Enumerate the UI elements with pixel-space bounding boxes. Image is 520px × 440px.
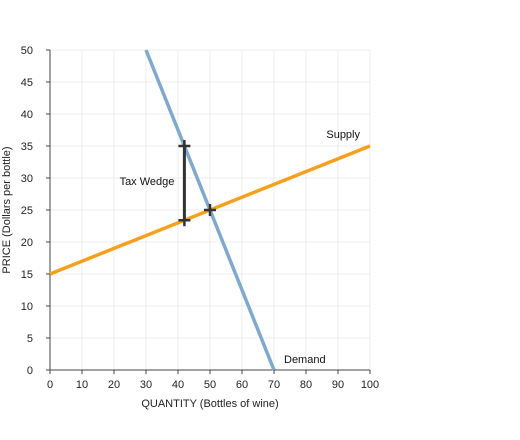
markers [178,140,216,227]
seller-price-marker [178,214,191,227]
x-tick-label: 60 [236,379,248,391]
x-tick-label: 50 [204,379,216,391]
y-tick-label: 45 [21,77,33,89]
supply-curve-label: Supply [326,129,360,141]
grid [50,49,371,370]
tax-wedge-label: Tax Wedge [120,176,175,188]
x-tick-label: 80 [300,379,312,391]
labels: Supply Demand Tax Wedge [120,129,361,366]
y-tick-label: 25 [21,205,33,217]
axes: 0 5 10 15 20 25 30 35 40 45 50 0 10 20 30 40 50 60 70 80 90 1… [21,45,379,391]
y-tick-label: 35 [21,141,33,153]
x-axis-title: QUANTITY (Bottles of wine) [141,398,278,410]
y-axis-title: PRICE (Dollars per bottle) [1,146,13,273]
y-tick-label: 15 [21,269,33,281]
x-tick-label: 90 [332,379,344,391]
demand-curve-label: Demand [284,354,326,366]
y-tick-label: 20 [21,237,33,249]
y-tick-label: 30 [21,173,33,185]
x-tick-label: 30 [140,379,152,391]
y-tick-label: 50 [21,45,33,57]
buyer-price-marker [178,140,191,152]
x-tick-label: 0 [47,379,53,391]
x-tick-label: 40 [172,379,184,391]
y-tick-label: 5 [27,333,33,345]
y-tick-label: 0 [27,365,33,377]
x-tick-label: 10 [76,379,88,391]
x-tick-label: 20 [108,379,120,391]
x-tick-label: 100 [361,379,379,391]
y-tick-label: 10 [21,301,33,313]
equilibrium-marker [204,204,216,216]
x-tick-label: 70 [268,379,280,391]
y-tick-label: 40 [21,109,33,121]
